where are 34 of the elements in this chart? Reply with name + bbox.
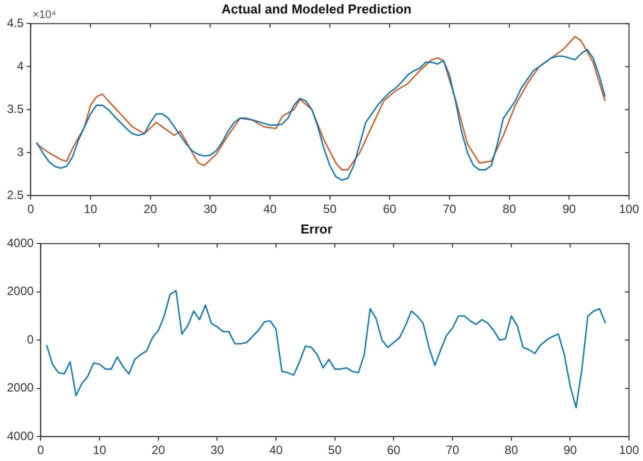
x-tick-label: 90 xyxy=(562,202,576,216)
text: ×10⁴ xyxy=(32,9,56,22)
y-tick-label: 3 xyxy=(16,144,24,159)
x-tick-label: 20 xyxy=(144,202,158,216)
y-tick-label: 2000 xyxy=(6,380,34,395)
x-tick-label: 30 xyxy=(210,443,224,458)
x-tick-label: 20 xyxy=(152,443,166,458)
x-tick-label: 80 xyxy=(504,443,518,458)
y-tick-label: 4000 xyxy=(6,428,34,443)
y-tick-label: 3.5 xyxy=(6,102,24,116)
x-tick-label: 70 xyxy=(442,202,456,216)
y-tick-label: 2.5 xyxy=(6,188,24,202)
chart-title: Actual and Modeled Prediction xyxy=(222,1,412,16)
x-tick-label: 70 xyxy=(446,443,460,458)
x-tick-label: 90 xyxy=(563,443,578,458)
x-tick-label: 60 xyxy=(382,202,397,216)
x-tick-label: 0 xyxy=(37,443,44,458)
y-tick-label: 4000 xyxy=(6,236,34,250)
x-tick-label: 80 xyxy=(502,202,516,216)
y-tick-label: 4 xyxy=(16,58,24,73)
x-tick-label: 50 xyxy=(328,443,342,458)
y-tick-label: 0 xyxy=(27,332,34,346)
x-tick-label: 40 xyxy=(263,202,278,216)
x-tick-label: 30 xyxy=(203,202,218,216)
x-tick-label: 10 xyxy=(84,202,98,216)
y-tick-label: 2000 xyxy=(6,284,34,298)
x-tick-label: 40 xyxy=(269,443,284,458)
x-tick-label: 60 xyxy=(387,443,401,458)
x-tick-label: 100 xyxy=(618,202,640,216)
x-tick-label: 10 xyxy=(92,443,107,458)
x-tick-label: 100 xyxy=(618,443,640,458)
chart-title: Error xyxy=(300,221,332,236)
x-tick-label: 50 xyxy=(323,202,337,216)
y-tick-label: 4.5 xyxy=(6,16,24,30)
